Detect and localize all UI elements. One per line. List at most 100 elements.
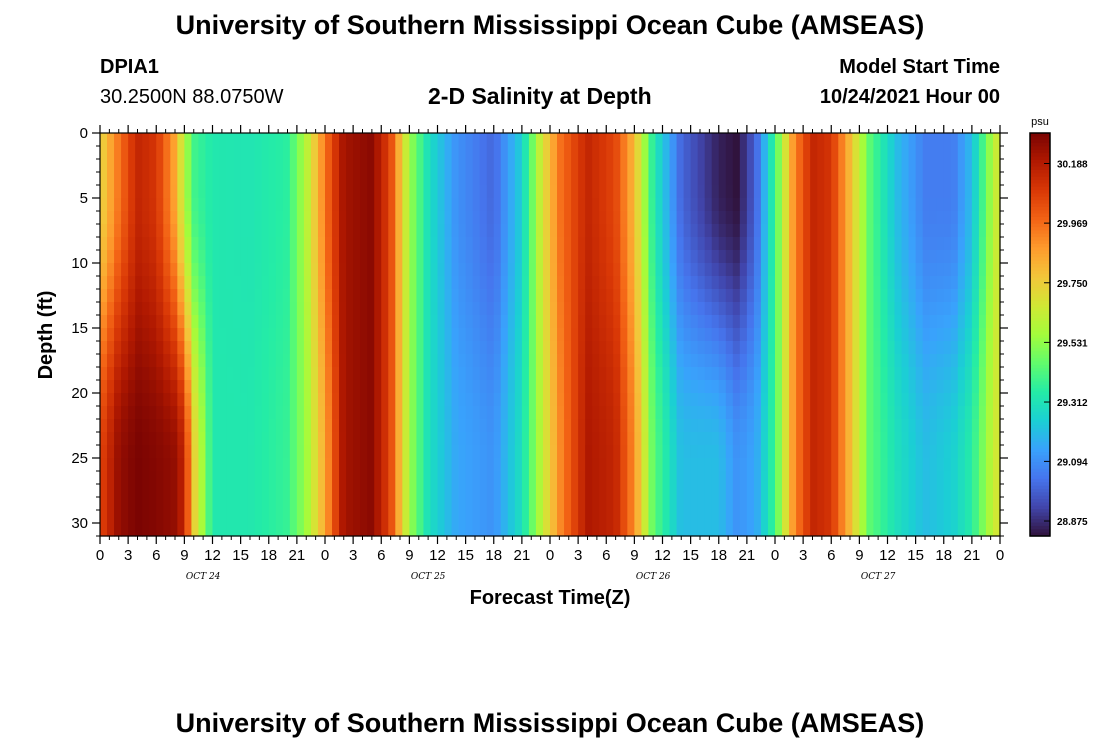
heatmap-cell	[170, 419, 178, 433]
heatmap-cell	[247, 250, 256, 264]
heatmap-cell	[789, 523, 797, 537]
heatmap-cell	[261, 497, 270, 511]
heatmap-cell	[711, 159, 720, 173]
heatmap-cell	[901, 224, 910, 238]
heatmap-cell	[817, 458, 825, 472]
heatmap-cell	[929, 380, 938, 394]
colorbar-swatch	[1030, 519, 1050, 524]
heatmap-cell	[852, 159, 860, 173]
heatmap-cell	[528, 445, 537, 459]
heatmap-cell	[880, 497, 889, 511]
heatmap-cell	[978, 458, 987, 472]
heatmap-cell	[381, 289, 389, 303]
heatmap-cell	[135, 133, 143, 147]
heatmap-cell	[465, 133, 474, 147]
heatmap-cell	[585, 328, 593, 342]
heatmap-cell	[332, 237, 340, 251]
colorbar-swatch	[1030, 522, 1050, 527]
heatmap-cell	[564, 172, 572, 186]
heatmap-cell	[676, 432, 685, 446]
heatmap-cell	[592, 380, 600, 394]
heatmap-cell	[655, 419, 664, 433]
heatmap-cell	[739, 315, 748, 329]
heatmap-cell	[760, 406, 769, 420]
heatmap-cell	[521, 406, 530, 420]
heatmap-cell	[550, 328, 558, 342]
heatmap-cell	[915, 133, 924, 147]
heatmap-cell	[381, 471, 389, 485]
heatmap-cell	[346, 237, 354, 251]
heatmap-cell	[367, 276, 375, 290]
heatmap-cell	[978, 510, 987, 524]
heatmap-cell	[852, 484, 860, 498]
heatmap-cell	[704, 159, 713, 173]
heatmap-cell	[985, 289, 994, 303]
heatmap-cell	[381, 484, 389, 498]
heatmap-cell	[992, 354, 1001, 368]
heatmap-cell	[128, 510, 136, 524]
heatmap-cell	[599, 471, 607, 485]
heatmap-cell	[409, 432, 418, 446]
heatmap-cell	[381, 341, 389, 355]
heatmap-cell	[346, 276, 354, 290]
heatmap-cell	[402, 419, 410, 433]
heatmap-cell	[507, 367, 516, 381]
heatmap-cell	[838, 198, 846, 212]
heatmap-cell	[465, 276, 474, 290]
heatmap-cell	[690, 471, 699, 485]
heatmap-cell	[268, 289, 277, 303]
heatmap-cell	[142, 510, 150, 524]
heatmap-cell	[367, 302, 375, 316]
heatmap-cell	[402, 458, 410, 472]
heatmap-cell	[275, 315, 284, 329]
heatmap-cell	[177, 250, 185, 264]
heatmap-cell	[957, 289, 966, 303]
heatmap-cell	[310, 185, 319, 199]
colorbar-swatch	[1030, 411, 1050, 416]
heatmap-cell	[676, 471, 685, 485]
heatmap-cell	[697, 341, 706, 355]
heatmap-cell	[310, 367, 319, 381]
heatmap-cell	[845, 393, 853, 407]
x-axis-title: Forecast Time(Z)	[470, 587, 631, 609]
heatmap-cell	[669, 354, 678, 368]
heatmap-cell	[177, 419, 185, 433]
heatmap-cell	[465, 406, 474, 420]
heatmap-cell	[121, 484, 129, 498]
heatmap-cell	[261, 471, 270, 485]
heatmap-cell	[121, 497, 129, 511]
heatmap-cell	[746, 328, 755, 342]
heatmap-cell	[585, 419, 593, 433]
heatmap-cell	[936, 328, 945, 342]
colorbar-swatch	[1030, 253, 1050, 258]
colorbar-swatch	[1030, 445, 1050, 450]
heatmap-cell	[929, 419, 938, 433]
heatmap-cell	[760, 419, 769, 433]
heatmap-cell	[739, 172, 748, 186]
heatmap-cell	[395, 445, 403, 459]
heatmap-cell	[852, 406, 860, 420]
heatmap-cell	[725, 419, 734, 433]
heatmap-cell	[725, 497, 734, 511]
heatmap-cell	[859, 250, 868, 264]
heatmap-cell	[240, 315, 249, 329]
colorbar-swatch	[1030, 509, 1050, 514]
heatmap-cell	[662, 289, 671, 303]
heatmap-cell	[156, 419, 164, 433]
heatmap-cell	[810, 159, 818, 173]
heatmap-cell	[803, 198, 811, 212]
heatmap-cell	[149, 471, 157, 485]
heatmap-cell	[571, 471, 579, 485]
heatmap-cell	[121, 133, 129, 147]
heatmap-cell	[753, 497, 762, 511]
heatmap-cell	[156, 523, 164, 537]
heatmap-cell	[725, 523, 734, 537]
heatmap-cell	[458, 497, 467, 511]
heatmap-cell	[416, 289, 425, 303]
heatmap-cell	[233, 510, 242, 524]
heatmap-cell	[718, 263, 727, 277]
heatmap-cell	[683, 224, 692, 238]
heatmap-cell	[922, 328, 931, 342]
heatmap-cell	[303, 276, 312, 290]
heatmap-cell	[992, 419, 1001, 433]
